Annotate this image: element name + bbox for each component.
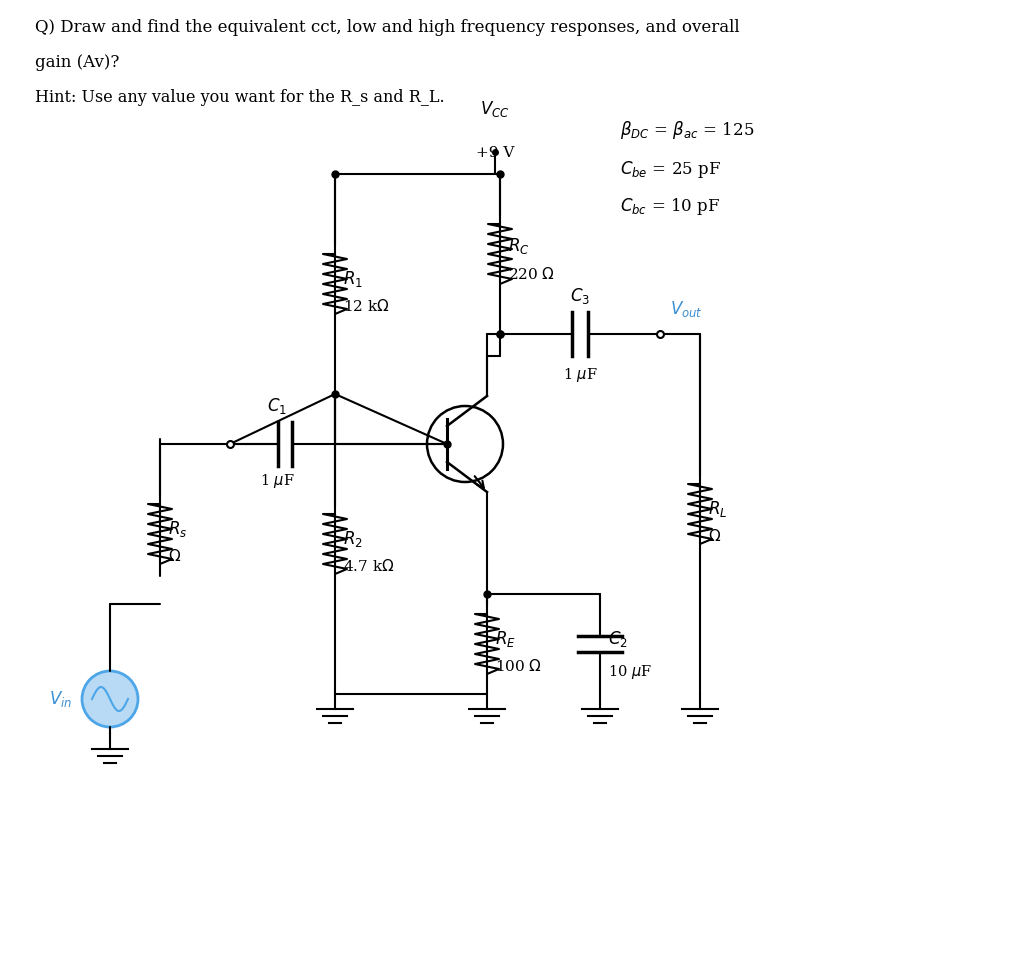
Text: $\beta_{DC}$ = $\beta_{ac}$ = 125: $\beta_{DC}$ = $\beta_{ac}$ = 125 <box>620 119 754 141</box>
Text: $V_{CC}$: $V_{CC}$ <box>480 99 510 119</box>
Text: $R_E$: $R_E$ <box>495 629 516 649</box>
Text: $C_{be}$ = 25 pF: $C_{be}$ = 25 pF <box>620 159 721 180</box>
Text: $C_{bc}$ = 10 pF: $C_{bc}$ = 10 pF <box>620 196 720 217</box>
Text: 100 $\Omega$: 100 $\Omega$ <box>495 658 542 674</box>
Text: Q) Draw and find the equivalent cct, low and high frequency responses, and overa: Q) Draw and find the equivalent cct, low… <box>35 19 740 36</box>
Text: 1 $\mu$F: 1 $\mu$F <box>260 472 295 490</box>
Text: $C_1$: $C_1$ <box>267 396 287 416</box>
Text: 1 $\mu$F: 1 $\mu$F <box>562 366 597 384</box>
Text: $C_3$: $C_3$ <box>570 286 590 306</box>
Text: $\Omega$: $\Omega$ <box>708 528 721 544</box>
Text: $R_s$: $R_s$ <box>168 519 187 539</box>
Text: $V_{out}$: $V_{out}$ <box>670 299 702 319</box>
Text: gain (Av)?: gain (Av)? <box>35 54 119 71</box>
Text: $R_1$: $R_1$ <box>343 269 363 289</box>
Text: 10 $\mu$F: 10 $\mu$F <box>608 663 652 681</box>
Text: $\Omega$: $\Omega$ <box>168 548 181 564</box>
Text: Hint: Use any value you want for the R_s and R_L.: Hint: Use any value you want for the R_s… <box>35 89 445 106</box>
Text: $R_2$: $R_2$ <box>343 529 363 549</box>
Text: $C_2$: $C_2$ <box>608 629 628 649</box>
Text: 220 $\Omega$: 220 $\Omega$ <box>508 266 555 282</box>
Text: $R_L$: $R_L$ <box>708 499 727 519</box>
Text: +9 V: +9 V <box>476 146 514 160</box>
Text: 12 k$\Omega$: 12 k$\Omega$ <box>343 298 389 314</box>
Text: $V_{in}$: $V_{in}$ <box>48 689 72 709</box>
Text: $R_C$: $R_C$ <box>508 236 529 256</box>
Text: 4.7 k$\Omega$: 4.7 k$\Omega$ <box>343 558 394 574</box>
Circle shape <box>82 671 138 727</box>
